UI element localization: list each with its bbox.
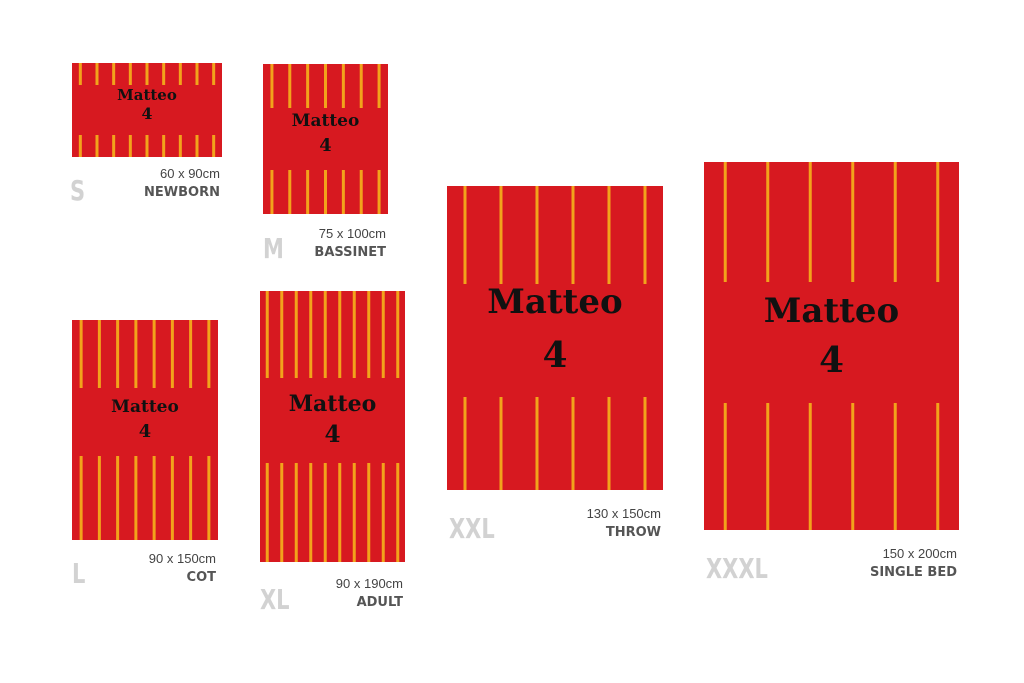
blanket-name: Matteo: [111, 397, 179, 417]
blanket-number: 4: [324, 421, 340, 448]
blanket-body: [447, 186, 663, 490]
blanket: Matteo 4: [704, 162, 959, 530]
size-letter: S: [70, 174, 85, 207]
blanket: Matteo 4: [72, 320, 218, 540]
blanket-body: [704, 162, 959, 530]
blanket-number: 4: [139, 421, 151, 442]
blanket: Matteo 4: [260, 291, 405, 562]
dimensions: 130 x 150cm: [587, 506, 661, 521]
dimensions: 150 x 200cm: [883, 546, 957, 561]
dimensions: 60 x 90cm: [160, 166, 220, 181]
size-letter: XL: [260, 583, 290, 616]
blanket-name: Matteo: [764, 291, 899, 331]
blanket-name: Matteo: [117, 86, 177, 104]
blanket-name: Matteo: [289, 391, 377, 417]
size-letter: M: [263, 232, 284, 265]
size-label: BASSINET: [314, 245, 386, 260]
size-letter: XXL: [449, 512, 495, 545]
dimensions: 90 x 150cm: [149, 551, 216, 566]
blanket: Matteo 4: [263, 64, 388, 214]
size-label: THROW: [606, 525, 661, 540]
blanket: Matteo 4: [447, 186, 663, 490]
size-label: SINGLE BED: [870, 565, 957, 580]
size-letter: L: [72, 557, 86, 590]
blanket-name: Matteo: [292, 111, 360, 131]
blanket-name: Matteo: [487, 282, 622, 322]
size-letter: XXXL: [706, 552, 768, 585]
size-label: COT: [187, 570, 217, 585]
blanket-number: 4: [543, 334, 568, 376]
blanket-body: [72, 320, 218, 540]
blanket-number: 4: [142, 104, 153, 123]
dimensions: 90 x 190cm: [336, 576, 403, 591]
size-label: ADULT: [357, 595, 404, 610]
blanket-body: [260, 291, 405, 562]
blanket-number: 4: [319, 135, 331, 156]
blanket-number: 4: [819, 339, 844, 381]
dimensions: 75 x 100cm: [319, 226, 386, 241]
size-label: NEWBORN: [144, 185, 220, 200]
